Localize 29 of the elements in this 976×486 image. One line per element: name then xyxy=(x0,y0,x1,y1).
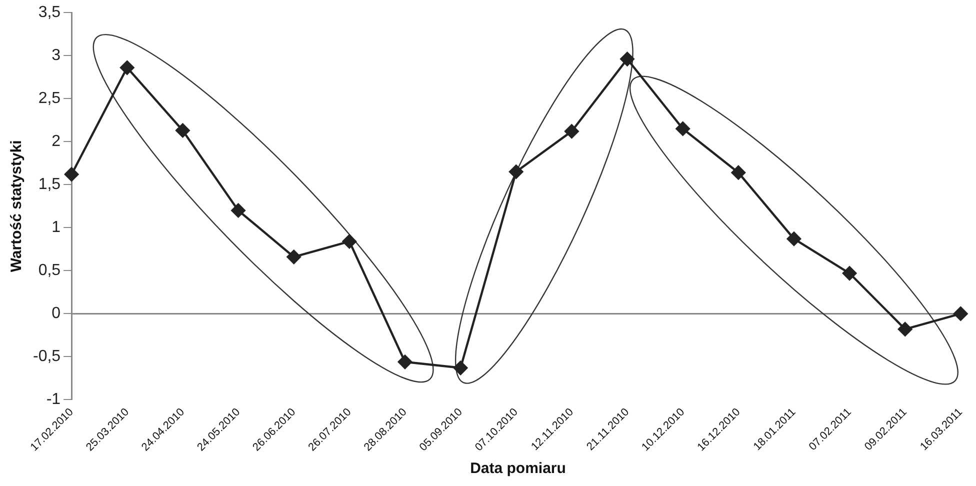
x-axis-title: Data pomiaru xyxy=(469,460,567,477)
point xyxy=(509,164,524,179)
y-tick-label: 1 xyxy=(52,219,61,236)
point xyxy=(786,232,802,246)
y-tick-label: -1 xyxy=(46,391,61,408)
point xyxy=(398,354,412,369)
point xyxy=(954,306,968,321)
y-tick-label: 2 xyxy=(52,133,61,150)
y-axis-title: Wartość statystyki xyxy=(8,140,26,272)
point xyxy=(564,124,579,138)
y-tick-label: 3,5 xyxy=(38,4,61,22)
point xyxy=(898,322,912,336)
point xyxy=(342,234,357,249)
point xyxy=(120,60,134,75)
point xyxy=(176,123,190,138)
point xyxy=(676,122,690,136)
y-tick-label: 3 xyxy=(52,47,61,64)
point xyxy=(64,167,79,182)
y-tick-label: 1,5 xyxy=(38,176,61,194)
point xyxy=(842,266,857,280)
point xyxy=(453,360,468,376)
y-tick-label: 2,5 xyxy=(38,90,61,108)
y-tick-label: -0,5 xyxy=(32,348,61,366)
y-tick-label: 0,5 xyxy=(38,262,61,280)
point xyxy=(620,52,634,66)
y-tick-label: 0 xyxy=(52,305,61,322)
point xyxy=(231,203,246,218)
point xyxy=(286,250,301,264)
point xyxy=(731,166,746,180)
